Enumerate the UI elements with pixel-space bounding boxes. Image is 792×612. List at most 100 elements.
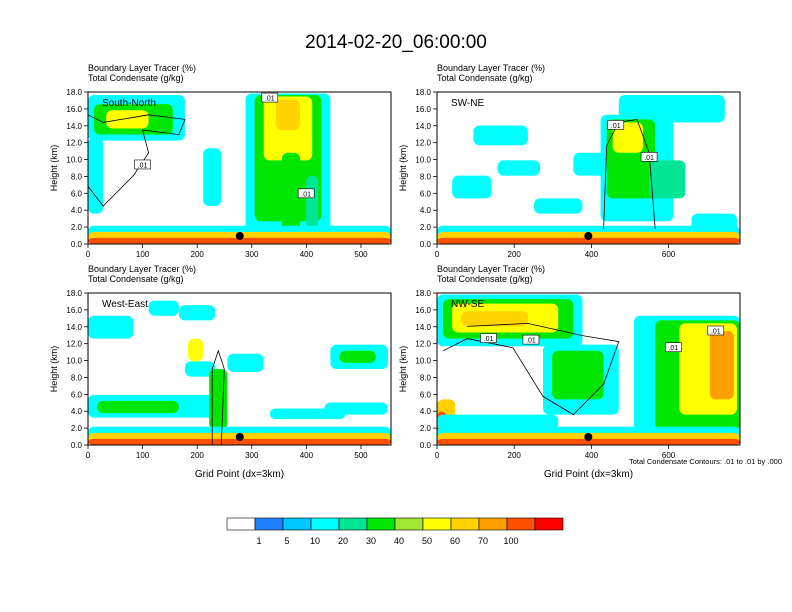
contour-label: .01 [138, 162, 148, 169]
contour-label: .01 [526, 338, 536, 345]
y-axis-label: Height (km) [398, 346, 408, 393]
y-tick-label: 8.0 [420, 172, 432, 181]
tracer-field [227, 353, 264, 373]
tracer-field [88, 137, 104, 214]
tracer-field [97, 400, 179, 414]
tracer-field [437, 438, 740, 445]
panel-label: SW-NE [451, 98, 484, 109]
plot-frame [87, 292, 392, 446]
colorbar-label: 100 [503, 536, 518, 546]
contour-label-box [707, 325, 725, 336]
tracer-field [106, 110, 149, 129]
y-tick-label: 2.0 [420, 424, 432, 433]
x-tick-label: 100 [136, 250, 150, 259]
x-tick-label: 600 [662, 451, 676, 460]
colorbar-label: 60 [450, 536, 460, 546]
y-tick-label: 14.0 [66, 323, 82, 332]
y-tick-label: 16.0 [66, 105, 82, 114]
tracer-field [473, 125, 528, 146]
colorbar-swatch [226, 517, 256, 531]
y-tick-label: 14.0 [415, 122, 431, 131]
colorbar-swatch [422, 517, 452, 531]
tracer-field [184, 361, 216, 377]
panel-label: West-East [102, 299, 148, 310]
contour-label-box [522, 334, 540, 345]
colorbar-swatch [310, 517, 340, 531]
y-tick-label: 4.0 [420, 407, 432, 416]
tracer-field [497, 160, 541, 176]
y-tick-label: 14.0 [66, 122, 82, 131]
tracer-field [281, 152, 301, 237]
tracer-field [452, 175, 492, 199]
y-tick-label: 0.0 [420, 240, 432, 249]
y-tick-label: 16.0 [66, 306, 82, 315]
colorbar-label: 40 [394, 536, 404, 546]
y-tick-label: 14.0 [415, 323, 431, 332]
y-tick-label: 6.0 [71, 189, 83, 198]
x-tick-label: 200 [191, 250, 205, 259]
colorbar-label: 1 [256, 536, 261, 546]
tracer-field [339, 350, 376, 363]
tracer-field [88, 237, 391, 244]
y-tick-label: 2.0 [71, 223, 83, 232]
y-tick-label: 0.0 [420, 441, 432, 450]
x-tick-label: 200 [508, 250, 522, 259]
contour-label: .01 [484, 336, 494, 343]
colorbar: 1 5 10 20 30 40 50 60 70 100 [226, 517, 564, 546]
colorbar-swatch [478, 517, 508, 531]
y-tick-label: 12.0 [66, 340, 82, 349]
colorbar-label: 20 [338, 536, 348, 546]
panel-subtitle-2: Total Condensate (g/kg) [88, 73, 184, 83]
x-tick-label: 400 [300, 451, 314, 460]
tracer-field [612, 122, 644, 153]
panel-subtitle-2: Total Condensate (g/kg) [88, 274, 184, 284]
colorbar-label: 5 [284, 536, 289, 546]
contour-label-box [665, 342, 682, 353]
x-tick-label: 300 [245, 451, 259, 460]
y-tick-label: 18.0 [66, 88, 82, 97]
colorbar-swatch [338, 517, 368, 531]
colorbar-swatch [366, 517, 396, 531]
condensate-contour [87, 114, 186, 207]
contour-label: .01 [711, 329, 721, 336]
panel-subtitle-2: Total Condensate (g/kg) [437, 274, 533, 284]
y-tick-label: 2.0 [420, 223, 432, 232]
y-tick-label: 18.0 [415, 289, 431, 298]
condensate-contour [211, 349, 225, 446]
colorbar-label: 30 [366, 536, 376, 546]
y-tick-label: 16.0 [415, 105, 431, 114]
y-tick-label: 8.0 [71, 373, 83, 382]
y-tick-label: 6.0 [420, 390, 432, 399]
y-tick-label: 0.0 [71, 240, 83, 249]
tracer-field [552, 350, 604, 400]
x-tick-label: 200 [508, 451, 522, 460]
colorbar-swatch [450, 517, 480, 531]
y-tick-label: 18.0 [415, 88, 431, 97]
y-tick-label: 10.0 [415, 156, 431, 165]
y-axis-label: Height (km) [49, 145, 59, 192]
tracer-field [437, 237, 740, 244]
y-tick-label: 10.0 [415, 357, 431, 366]
contour-note: Total Condensate Contours: .01 to .01 by… [629, 457, 782, 466]
panel-subtitle-1: Boundary Layer Tracer (%) [88, 264, 196, 274]
panel-nw-se: .01 .01 .01 .01 0.0 2.0 4.0 6.0 8.0 10.0 12.0 14.0 1… [398, 264, 741, 480]
contour-label-box [607, 120, 625, 130]
tracer-field [533, 198, 583, 214]
colorbar-swatch [282, 517, 312, 531]
colorbar-swatch [394, 517, 424, 531]
tracer-field [709, 331, 734, 400]
contour-label: .01 [644, 155, 654, 162]
tracer-field [437, 414, 559, 430]
contour-label: .01 [611, 123, 621, 130]
colorbar-label: 50 [422, 536, 432, 546]
contour-label-box [297, 188, 315, 199]
y-tick-label: 6.0 [420, 189, 432, 198]
x-tick-label: 100 [136, 451, 150, 460]
contour-label-box [480, 333, 497, 343]
y-tick-label: 8.0 [71, 172, 83, 181]
y-tick-label: 16.0 [415, 306, 431, 315]
location-marker [584, 433, 593, 441]
y-tick-label: 12.0 [66, 139, 82, 148]
tracer-field [275, 99, 301, 130]
x-axis-label: Grid Point (dx=3km) [195, 469, 284, 480]
